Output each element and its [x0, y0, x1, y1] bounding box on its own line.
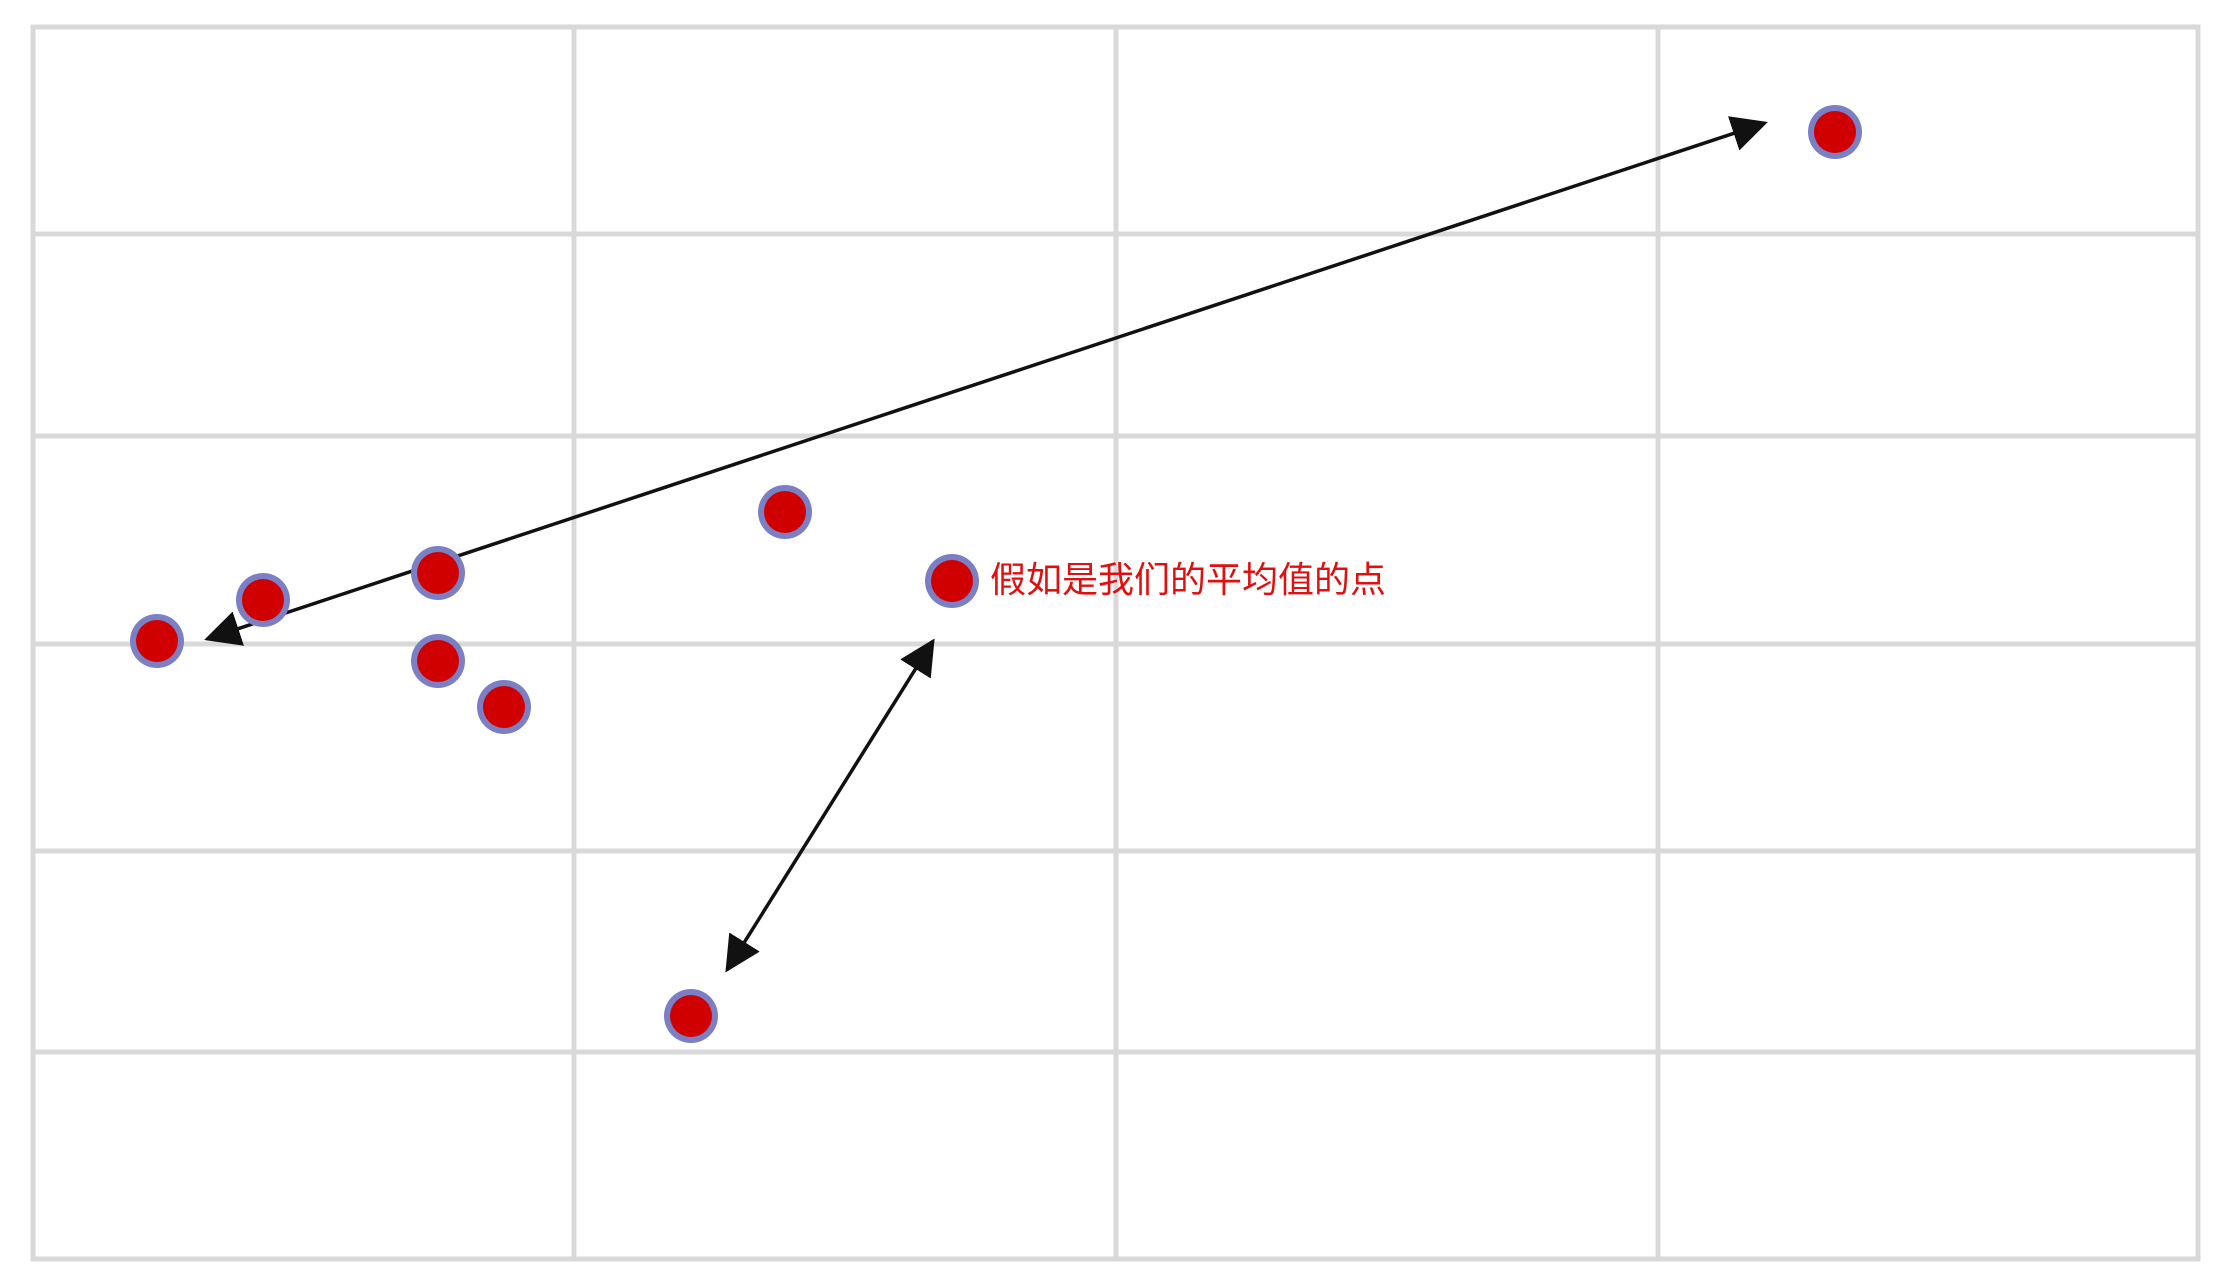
long-distance-arrow [204, 116, 1768, 646]
data-point-left-cluster [477, 680, 531, 734]
points [130, 105, 1862, 1043]
arrows [204, 116, 1768, 973]
data-point-center [758, 485, 812, 539]
data-point-left-cluster [411, 634, 465, 688]
short-distance-arrow [725, 638, 935, 973]
mean-point-annotation: 假如是我们的平均值的点 [990, 560, 1386, 601]
data-point-mean [925, 554, 979, 608]
grid [30, 24, 2201, 1262]
data-point-outlier-top-right [1808, 105, 1862, 159]
data-point-leftmost [130, 614, 184, 668]
data-point-bottom [664, 989, 718, 1043]
data-point-left-cluster [236, 573, 290, 627]
data-point-left-cluster [411, 546, 465, 600]
